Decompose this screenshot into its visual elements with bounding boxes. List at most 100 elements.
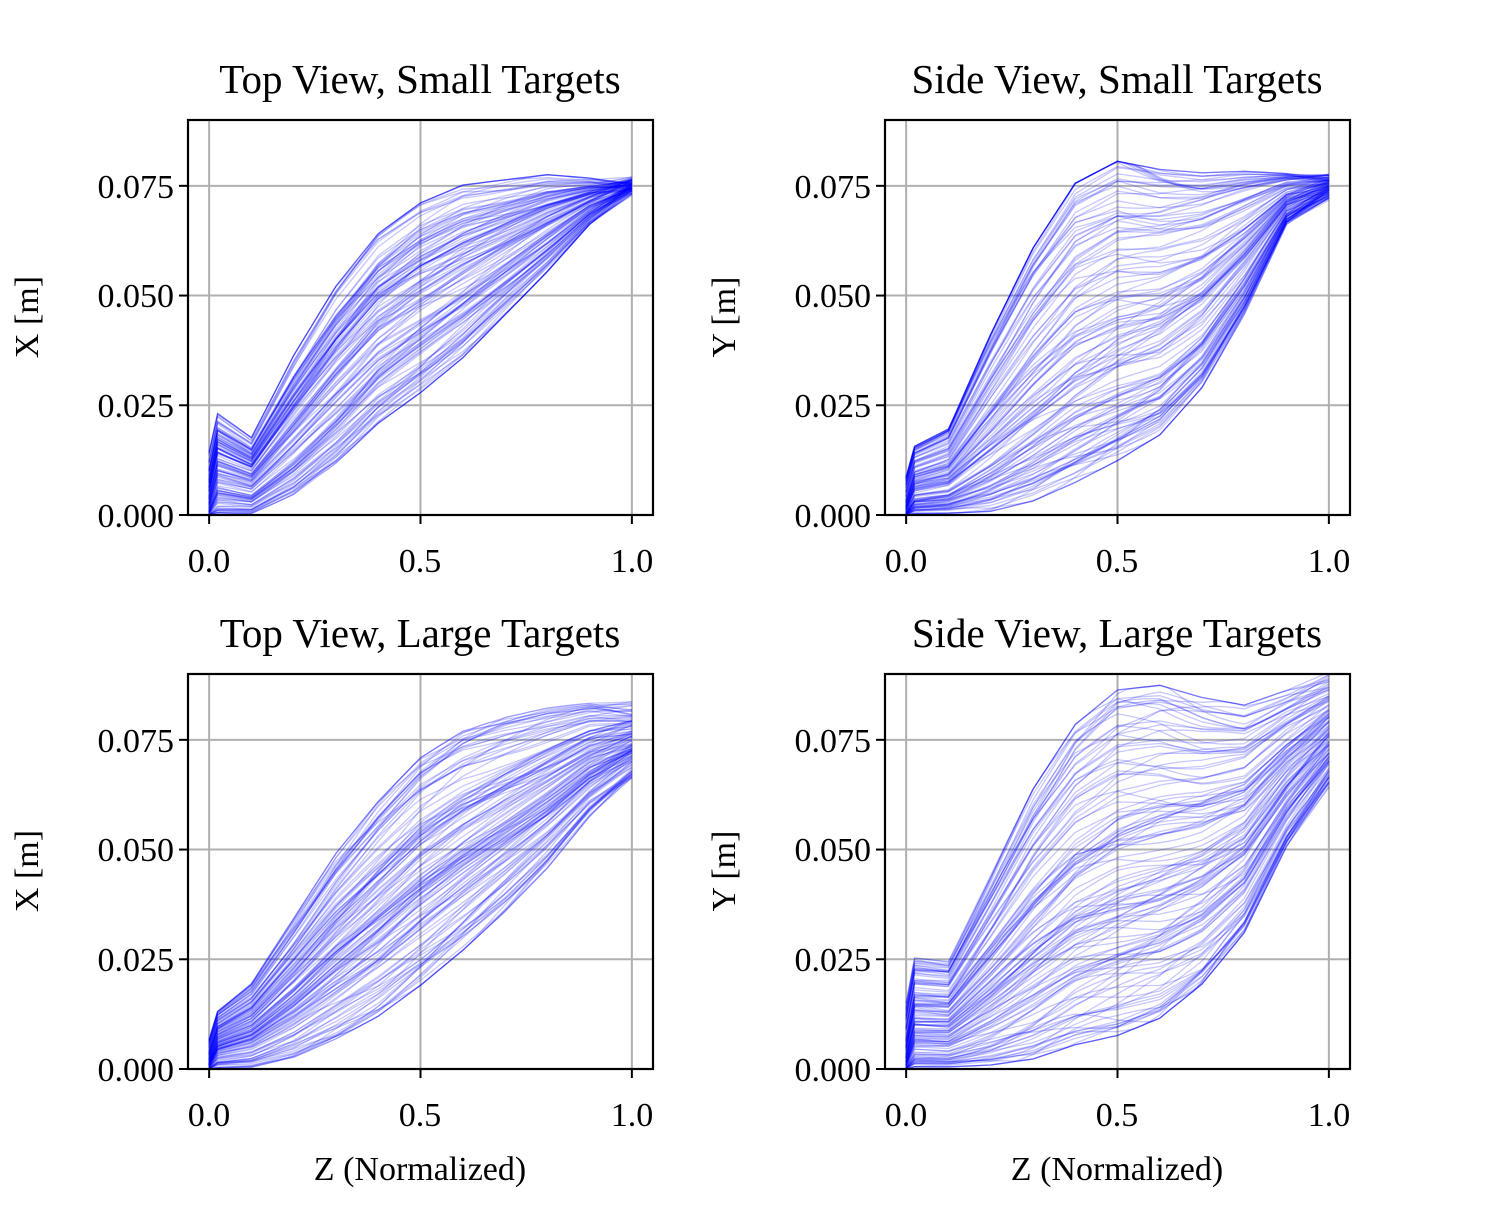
- trajectory-line: [208, 194, 633, 515]
- trajectory-line: [208, 174, 632, 454]
- ytick-label: 0.075: [795, 169, 872, 206]
- trajectory-line: [208, 192, 633, 512]
- trajectory-line: [905, 184, 1330, 514]
- trajectory-line: [208, 187, 632, 480]
- trajectory-line: [208, 773, 633, 1069]
- trajectory-line: [208, 727, 633, 1055]
- trajectory-line: [208, 705, 632, 1041]
- trajectory-line: [905, 160, 1329, 478]
- trajectory-line: [208, 188, 633, 506]
- y-axis-label: X [m]: [9, 276, 46, 358]
- trajectory-line: [905, 752, 1330, 1065]
- trajectory-line: [905, 712, 1330, 1042]
- trajectory-line: [905, 753, 1330, 1064]
- trajectory-line: [905, 160, 1329, 479]
- trajectory-line: [208, 181, 632, 463]
- trajectory-line: [208, 706, 633, 1041]
- trajectory-line: [905, 684, 1330, 1020]
- trajectory-line: [905, 189, 1330, 514]
- trajectory-line: [905, 191, 1330, 510]
- trajectory-line: [208, 179, 632, 456]
- trajectory-line: [905, 740, 1330, 1056]
- trajectory-line: [208, 189, 632, 488]
- trajectory-line: [208, 703, 632, 1040]
- trajectory-line: [208, 762, 633, 1069]
- trajectory-line: [905, 194, 1330, 514]
- trajectory-line: [905, 758, 1330, 1067]
- trajectory-line: [905, 721, 1330, 1044]
- trajectory-line: [208, 181, 633, 500]
- trajectory-line: [905, 695, 1330, 1022]
- trajectory-line: [208, 191, 633, 511]
- trajectory-line: [905, 186, 1330, 507]
- trajectory-line: [905, 759, 1330, 1065]
- trajectory-line: [905, 178, 1330, 498]
- trajectory-line: [208, 754, 633, 1068]
- trajectory-line: [905, 177, 1329, 484]
- trajectory-line: [905, 697, 1330, 1028]
- subplot-top-view-small-targets: Top View, Small Targets X [m] 0.000 0.02…: [9, 56, 655, 580]
- trajectory-line: [905, 192, 1330, 514]
- ytick-label: 0.025: [795, 942, 872, 979]
- trajectory-line: [208, 189, 633, 505]
- trajectory-line: [208, 701, 632, 1041]
- trajectory-line: [208, 178, 633, 484]
- trajectory-line: [208, 737, 633, 1062]
- trajectory-line: [905, 716, 1330, 1040]
- trajectory-line: [905, 722, 1330, 1049]
- trajectory-line: [208, 178, 632, 464]
- trajectory-line: [208, 188, 632, 491]
- trajectory-line: [905, 181, 1330, 508]
- trajectory-line: [208, 717, 632, 1047]
- trajectory-line: [905, 188, 1330, 515]
- trajectory-line: [208, 755, 633, 1066]
- trajectory-line: [208, 725, 632, 1052]
- trajectory-line: [905, 721, 1330, 1049]
- trajectory-line: [208, 760, 633, 1069]
- trajectory-line: [208, 775, 633, 1069]
- trajectory-line: [208, 189, 633, 513]
- trajectory-line: [208, 181, 633, 512]
- trajectory-line: [208, 769, 633, 1069]
- trajectory-line: [905, 710, 1330, 1041]
- trajectory-line: [208, 183, 632, 481]
- trajectory-line: [208, 724, 633, 1056]
- trajectory-line: [208, 704, 633, 1041]
- trajectory-line: [208, 185, 632, 477]
- trajectory-line: [208, 188, 632, 486]
- trajectory-line: [208, 185, 633, 515]
- trajectory-line: [905, 192, 1330, 511]
- trajectory-line: [905, 174, 1329, 486]
- trajectory-line: [208, 189, 633, 515]
- trajectory-line: [208, 187, 633, 515]
- x-axis-label: Z (Normalized): [314, 1151, 526, 1188]
- trajectory-line: [208, 735, 633, 1061]
- trajectory-line: [208, 187, 633, 504]
- trajectory-line: [905, 176, 1329, 485]
- trajectory-line: [905, 756, 1330, 1066]
- trajectory-line: [208, 178, 633, 478]
- trajectory-line: [208, 179, 633, 488]
- trajectory-line: [208, 710, 632, 1044]
- trajectory-lines: [208, 701, 633, 1069]
- trajectory-line: [208, 732, 633, 1056]
- trajectory-line: [905, 191, 1330, 515]
- ytick-label: 0.025: [98, 388, 175, 425]
- trajectory-line: [905, 786, 1330, 1069]
- y-axis-label: X [m]: [9, 830, 46, 912]
- xtick-label: 0.0: [885, 543, 928, 580]
- trajectory-line: [905, 683, 1330, 1018]
- trajectory-line: [905, 761, 1330, 1068]
- trajectory-line: [905, 745, 1330, 1061]
- trajectory-line: [208, 775, 633, 1069]
- trajectory-line: [905, 713, 1330, 1047]
- trajectory-line: [905, 725, 1330, 1053]
- trajectory-line: [905, 160, 1329, 481]
- trajectory-line: [208, 735, 633, 1057]
- trajectory-line: [208, 766, 633, 1068]
- trajectory-line: [208, 708, 632, 1043]
- trajectory-line: [905, 731, 1330, 1051]
- trajectory-line: [905, 176, 1329, 482]
- trajectory-line: [208, 739, 633, 1064]
- trajectory-line: [905, 183, 1329, 492]
